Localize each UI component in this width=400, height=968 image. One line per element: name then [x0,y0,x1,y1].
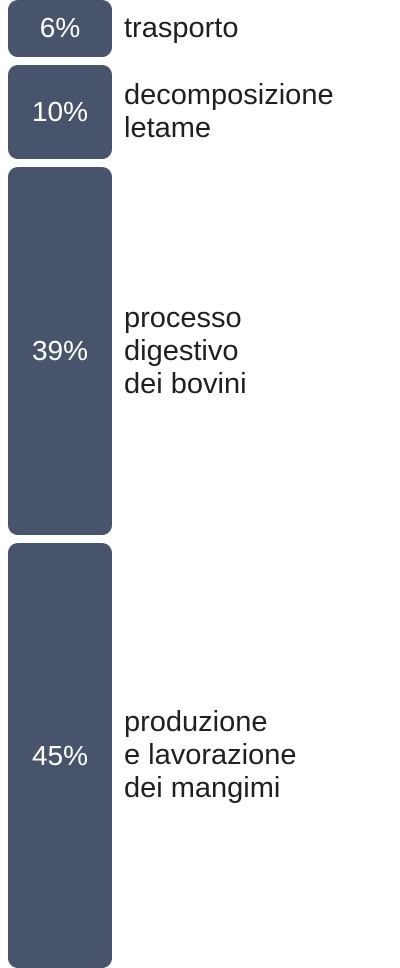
category-label-4: produzione e lavorazione dei mangimi [124,706,297,805]
value-label-3: 39% [31,335,89,367]
category-label-3: processo digestivo dei bovini [124,301,247,400]
bar-segment-1 [8,0,112,57]
value-label-2: 10% [31,95,89,127]
bar-segment-2 [8,64,112,160]
category-label-1: trasporto [124,11,239,44]
value-label-4: 45% [31,739,89,771]
value-label-1: 6% [39,12,81,44]
category-label-2: decomposizione letame [124,78,334,144]
bar-segment-4 [8,543,112,968]
bar-segment-3 [8,167,112,536]
